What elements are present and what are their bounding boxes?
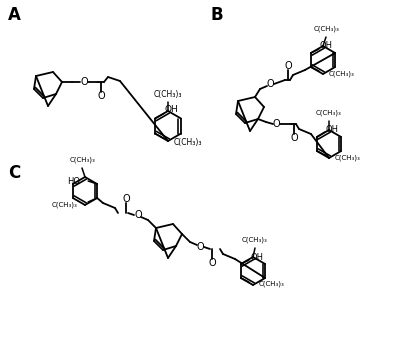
Text: O: O: [266, 79, 274, 89]
Text: C(CH₃)₃: C(CH₃)₃: [316, 110, 342, 116]
Text: C(CH₃)₃: C(CH₃)₃: [335, 155, 361, 161]
Text: C(CH₃)₃: C(CH₃)₃: [154, 89, 182, 99]
Text: C(CH₃)₃: C(CH₃)₃: [329, 71, 355, 77]
Text: O: O: [196, 242, 204, 252]
Text: C(CH₃)₃: C(CH₃)₃: [313, 26, 339, 32]
Text: O: O: [284, 61, 292, 71]
Text: C(CH₃)₃: C(CH₃)₃: [174, 138, 202, 147]
Text: O: O: [272, 119, 280, 129]
Text: C(CH₃)₃: C(CH₃)₃: [259, 281, 285, 287]
Text: O: O: [134, 210, 142, 220]
Text: C: C: [8, 164, 20, 182]
Text: O: O: [290, 133, 298, 143]
Text: OH: OH: [325, 124, 338, 134]
Text: HO: HO: [67, 177, 80, 185]
Text: A: A: [8, 6, 21, 24]
Text: B: B: [210, 6, 223, 24]
Text: OH: OH: [164, 105, 178, 114]
Text: C(CH₃)₃: C(CH₃)₃: [69, 157, 95, 163]
Text: O: O: [80, 77, 88, 87]
Text: O: O: [97, 91, 105, 101]
Text: OH: OH: [319, 41, 332, 51]
Text: O: O: [122, 194, 130, 204]
Text: OH: OH: [250, 254, 263, 262]
Text: C(CH₃)₃: C(CH₃)₃: [242, 237, 268, 243]
Text: O: O: [208, 258, 216, 268]
Text: C(CH₃)₃: C(CH₃)₃: [51, 202, 77, 208]
